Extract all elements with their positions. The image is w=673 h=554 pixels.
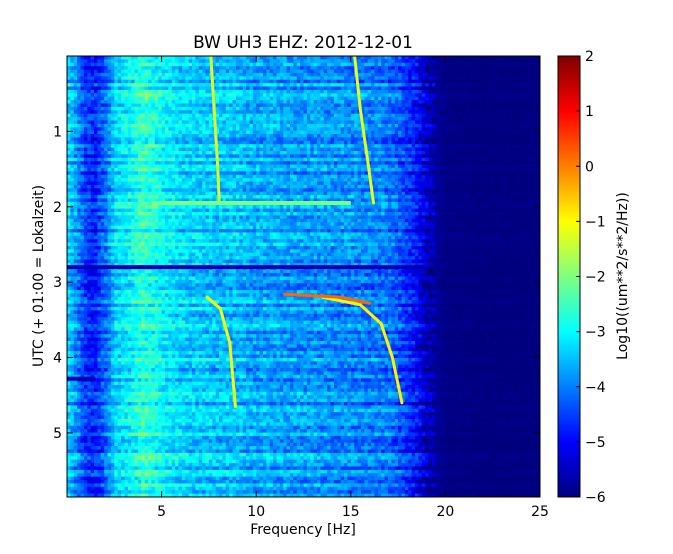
heatmap-cells [67, 56, 541, 498]
spectrogram-figure: BW UH3 EHZ: 2012-12-01 5 10 15 20 25 12345 F… [0, 0, 673, 554]
heatmap-area [67, 56, 541, 498]
chart-title: BW UH3 EHZ: 2012-12-01 [193, 33, 413, 53]
